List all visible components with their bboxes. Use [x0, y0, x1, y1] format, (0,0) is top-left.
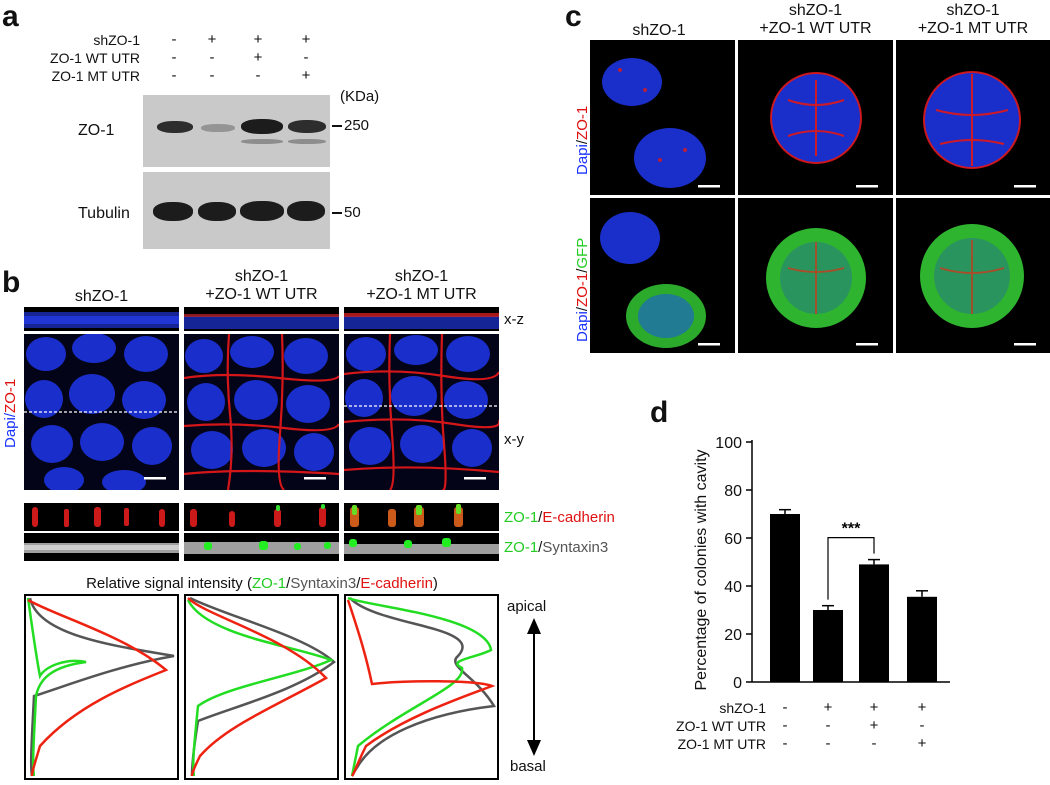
b-xy-image-3 — [344, 334, 499, 490]
d-sign-r0-c0: - — [782, 699, 788, 716]
c-image-r1c1 — [590, 40, 735, 195]
b-strip-label-ecad: ZO-1/E-cadherin — [504, 509, 615, 526]
zo1-blot-image — [143, 95, 330, 167]
d-row-label-shzo1: shZO-1 — [719, 700, 766, 716]
b-ecad-strip-1 — [24, 503, 179, 531]
b-double-arrow-icon — [526, 618, 542, 756]
b-col-title-1: shZO-1 — [74, 288, 129, 305]
y-tick-label-100: 100 — [715, 435, 742, 452]
a-marker-tick-50 — [332, 212, 342, 214]
bar-chart: 0 20 40 60 80 100 Percentage of colonies with … — [693, 435, 950, 692]
bar-4 — [907, 596, 937, 682]
a-blot-label-tubulin: Tubulin — [78, 205, 130, 222]
a-row-label-wt: ZO-1 WT UTR — [50, 50, 140, 66]
d-sign-r1-c0: - — [782, 717, 788, 734]
bar-3 — [859, 564, 889, 682]
c-image-r1c3 — [896, 40, 1050, 195]
d-sign-r0-c3: + — [917, 699, 927, 716]
c-col-title-2: shZO-1 +ZO-1 WT UTR — [759, 2, 872, 37]
c-image-r2c2 — [738, 198, 893, 353]
b-profile-plot-2 — [184, 594, 339, 780]
panel-b-label: b — [2, 266, 21, 299]
b-col-title-3: shZO-1 +ZO-1 MT UTR — [366, 268, 477, 303]
b-xz-image-1 — [24, 307, 179, 331]
y-tick-label-40: 40 — [724, 579, 742, 596]
d-sign-r0-c2: + — [869, 699, 879, 716]
a-sign-r0-c1: + — [207, 31, 217, 48]
c-row2-label: Dapi/ZO-1/GFP — [574, 237, 591, 342]
a-sign-r0-c3: + — [301, 31, 311, 48]
significance-label: *** — [842, 521, 861, 538]
tubulin-blot-image — [143, 172, 330, 249]
a-marker-250: 250 — [344, 117, 370, 134]
a-sign-r0-c0: - — [171, 31, 177, 48]
d-row-label-wt: ZO-1 WT UTR — [676, 718, 766, 734]
d-sign-r1-c3: - — [919, 717, 925, 734]
a-sign-r0-c2: + — [253, 31, 263, 48]
d-sign-r2-c1: - — [825, 735, 831, 752]
b-xy-image-1 — [24, 334, 179, 490]
a-sign-r1-c2: + — [253, 49, 263, 66]
d-sign-r2-c2: - — [871, 735, 877, 752]
d-sign-r1-c2: + — [869, 717, 879, 734]
d-row-label-mt: ZO-1 MT UTR — [677, 736, 766, 752]
c-col-title-3: shZO-1 +ZO-1 MT UTR — [917, 2, 1029, 37]
a-sign-r2-c0: - — [171, 67, 177, 84]
a-sign-r1-c0: - — [171, 49, 177, 66]
b-profile-title: Relative signal intensity (ZO-1/Syntaxin… — [86, 575, 438, 592]
b-xy-image-2 — [184, 334, 339, 490]
bar-2 — [813, 610, 843, 682]
panel-c-label: c — [565, 0, 582, 33]
b-stx-strip-3 — [344, 533, 499, 561]
b-stain-label: Dapi/ZO-1 — [2, 378, 19, 448]
c-col-title-1: shZO-1 — [632, 22, 686, 39]
a-marker-50: 50 — [344, 204, 361, 221]
b-xz-image-2 — [184, 307, 339, 331]
b-profile-plot-1 — [24, 594, 179, 780]
bar-1 — [770, 514, 800, 682]
d-sign-r2-c0: - — [782, 735, 788, 752]
d-sign-r2-c3: + — [917, 735, 927, 752]
panel-a-label: a — [2, 0, 19, 33]
a-row-label-shzo1: shZO-1 — [93, 32, 140, 48]
c-image-r2c1 — [590, 198, 735, 353]
y-axis-label: Percentage of colonies with cavity — [693, 449, 710, 690]
y-tick-label-80: 80 — [724, 483, 742, 500]
b-profile-plot-3 — [344, 594, 499, 780]
b-col-title-2: shZO-1 +ZO-1 WT UTR — [205, 268, 318, 303]
a-sign-r2-c1: - — [209, 67, 215, 84]
b-xz-image-3 — [344, 307, 499, 331]
b-axis-apical: apical — [507, 598, 547, 615]
a-sign-r1-c1: - — [209, 49, 215, 66]
b-stx-strip-2 — [184, 533, 339, 561]
a-sign-r2-c3: + — [301, 67, 311, 84]
a-marker-tick-250 — [332, 125, 342, 127]
b-view-label-xy: x-y — [504, 431, 524, 448]
b-view-label-xz: x-z — [504, 311, 524, 328]
a-sign-r1-c3: - — [303, 49, 309, 66]
y-tick-label-0: 0 — [733, 675, 742, 692]
b-ecad-strip-2 — [184, 503, 339, 531]
significance-bracket — [827, 536, 875, 600]
y-tick-label-60: 60 — [724, 531, 742, 548]
c-image-r2c3 — [896, 198, 1050, 353]
b-stx-strip-1 — [24, 533, 179, 561]
a-row-label-mt: ZO-1 MT UTR — [51, 68, 140, 84]
a-blot-label-zo1: ZO-1 — [78, 122, 115, 139]
c-image-r1c2 — [738, 40, 893, 195]
b-ecad-strip-3 — [344, 503, 499, 531]
d-sign-r1-c1: - — [825, 717, 831, 734]
c-row1-label: Dapi/ZO-1 — [574, 105, 591, 175]
a-unit-label: (KDa) — [340, 88, 380, 105]
y-tick-label-20: 20 — [724, 627, 742, 644]
a-sign-r2-c2: - — [255, 67, 261, 84]
b-axis-basal: basal — [510, 758, 546, 775]
d-sign-r0-c1: + — [823, 699, 833, 716]
b-strip-label-stx: ZO-1/Syntaxin3 — [504, 539, 609, 556]
panel-d-label: d — [650, 396, 669, 429]
